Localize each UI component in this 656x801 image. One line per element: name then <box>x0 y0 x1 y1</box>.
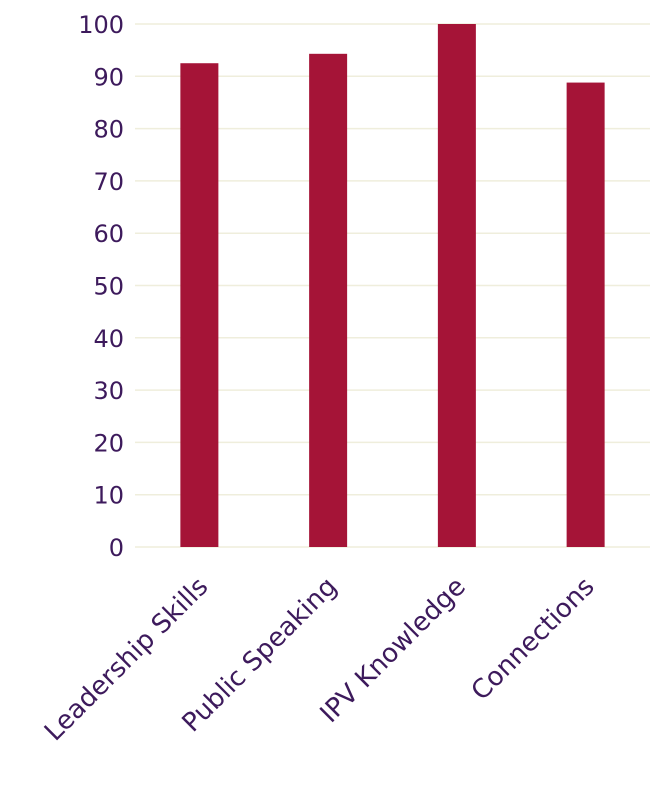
bar-ipv-knowledge <box>437 24 476 547</box>
bar-public-speaking <box>309 53 348 547</box>
y-tick-label: 30 <box>93 377 124 405</box>
y-axis-ticks: 0 10 20 30 40 50 60 70 80 90 100 <box>78 11 124 562</box>
y-tick-label: 70 <box>93 168 124 196</box>
y-tick-label: 10 <box>93 482 124 510</box>
y-tick-label: 50 <box>93 273 124 301</box>
bar-leadership-skills <box>180 63 219 547</box>
y-tick-label: 90 <box>93 63 124 91</box>
y-tick-label: 40 <box>93 325 124 353</box>
x-tick-label: Connections <box>466 572 601 707</box>
y-tick-label: 80 <box>93 116 124 144</box>
gridlines <box>135 23 650 548</box>
y-tick-label: 0 <box>109 534 124 562</box>
y-tick-label: 100 <box>78 11 124 39</box>
bars <box>180 24 605 548</box>
y-tick-label: 60 <box>93 220 124 248</box>
y-tick-label: 20 <box>93 429 124 457</box>
bar-connections <box>566 82 605 548</box>
